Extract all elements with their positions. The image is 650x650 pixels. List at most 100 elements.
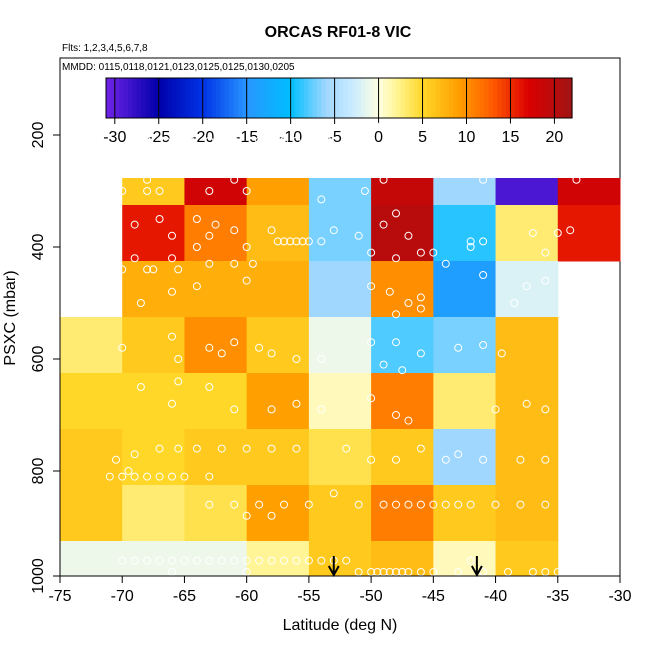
observation-point [143,187,152,195]
heatmap-cell [495,429,559,486]
x-axis: -75 -70 -65 -60 -55 -50 -45 -40 -35 -30 [48,575,632,605]
observation-point [367,394,376,403]
plot-panel: MMDD: 0115,0118,0121,0123,0125,0125,0130… [59,57,621,578]
observation-point [143,556,152,565]
observation-point [404,416,413,425]
observation-point [168,287,176,296]
observation-point [541,248,550,257]
observation-point [398,366,407,375]
observation-point [367,455,376,464]
observation-point [566,226,575,235]
heatmap-cell [308,205,372,262]
observation-point [553,229,562,237]
observation-point [367,122,376,131]
observation-point [385,122,394,131]
heatmap-cell [308,261,372,318]
colorbar-swatch [308,78,314,118]
colorbar-swatch [189,78,195,118]
heatmap-cells [60,178,621,577]
colorbar-swatch [224,78,230,118]
observation-point [416,444,425,453]
observation-point [466,237,475,246]
heatmap-cell [433,373,497,430]
observation-point [392,411,400,419]
observation-point [130,220,139,229]
colorbar-tick-label: 20 [546,129,564,146]
heatmap-cell [371,485,434,542]
heatmap-cell [495,317,559,374]
colorbar-swatch [154,78,160,118]
observation-point [416,304,425,313]
observation-point [317,405,326,414]
observation-point [404,299,413,307]
observation-point [416,500,425,509]
x-tick-label: -50 [360,588,383,605]
observation-point [143,136,152,145]
colorbar-swatch [466,78,472,118]
heatmap-cell [122,317,185,374]
observation-point [130,254,139,263]
colorbar-swatch [475,78,481,118]
observation-point [392,209,400,218]
colorbar-swatch [163,78,169,118]
observation-point [329,489,338,498]
colorbar-swatch [563,78,569,118]
x-tick-label: -40 [484,588,507,605]
heatmap-cell [60,317,123,374]
observation-point [136,299,145,307]
observation-point [454,500,463,509]
observation-point [292,399,301,408]
observation-point [522,282,531,291]
colorbar-swatch [136,78,142,118]
colorbar-swatch [207,78,213,118]
observation-point [280,556,288,565]
observation-point [392,500,400,509]
observation-point [205,187,214,195]
heatmap-cell [433,178,497,206]
colorbar-swatch [360,78,366,118]
arrow-head [471,565,483,578]
observation-point [242,187,251,195]
observation-point [136,383,145,391]
observation-point [454,343,463,352]
observation-point [168,399,176,408]
colorbar-swatch [484,78,490,118]
observation-point [118,472,127,481]
heatmap-cell [557,178,621,206]
colorbar-swatch [277,78,283,118]
colorbar-swatch [470,78,476,118]
colorbar-swatch [457,78,463,118]
observation-point [367,282,376,291]
observation-point [168,332,176,341]
observation-point [192,282,201,291]
colorbar-swatch [492,78,498,118]
heatmap-cell [246,429,310,486]
heatmap-cell [371,261,434,318]
heatmap-cell [122,485,185,542]
observation-point [360,122,369,131]
colorbar-swatch [268,78,274,118]
x-tick-label: -45 [422,588,445,605]
colorbar-swatch [431,78,437,118]
observation-point [304,237,313,246]
observation-point [143,265,152,274]
observation-point [230,136,239,145]
heatmap-cell [60,373,123,430]
colorbar-tick-label: -25 [147,129,170,146]
observation-point [522,399,531,408]
heatmap-cell [371,317,434,374]
heatmap-cell [308,541,372,577]
colorbar-swatch [242,78,248,118]
colorbar-swatch [536,78,542,118]
observation-point [304,136,313,145]
observation-point [174,444,183,453]
colorbar-swatch [387,78,393,118]
colorbar-swatch [528,78,534,118]
observation-point [267,226,276,235]
colorbar-swatch [334,78,340,118]
colorbar-swatch [229,78,235,118]
observation-point [416,248,425,257]
colorbar-swatch [532,78,538,118]
observation-point [385,287,394,296]
y-axis-label: PSXC (mbar) [2,270,19,365]
